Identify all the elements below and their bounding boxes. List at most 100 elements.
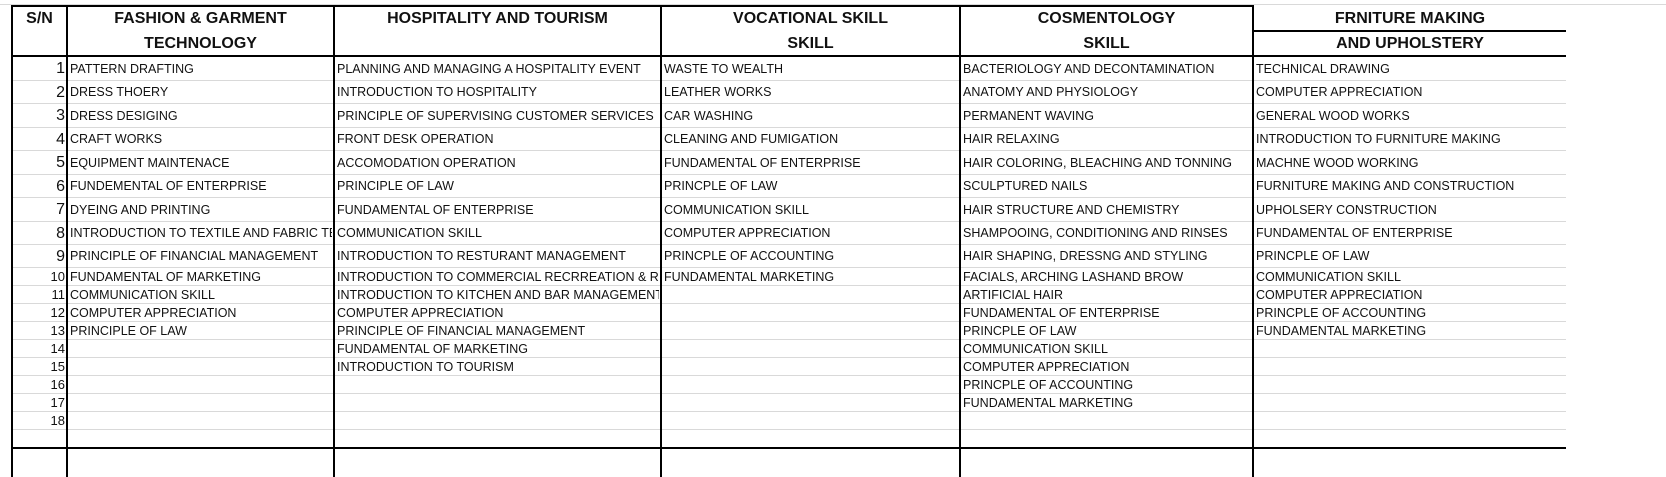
cosmetology-subject-cell: PERMANENT WAVING (963, 109, 1095, 123)
cosmetology-subject-cell: SHAMPOOING, CONDITIONING AND RINSES (963, 226, 1228, 240)
header-bottom-border (11, 55, 1566, 57)
header-vocational-line2: SKILL (787, 35, 834, 52)
hospitality-subject-cell: FUNDAMENTAL OF ENTERPRISE (337, 203, 534, 217)
serial-number-cell: 12 (50, 305, 65, 320)
cosmetology-subject-cell: FUNDAMENTAL MARKETING (963, 396, 1134, 410)
serial-number-cell: 14 (50, 341, 65, 356)
furniture-subject-cell: COMMUNICATION SKILL (1256, 270, 1401, 284)
row-gridline (11, 303, 1566, 304)
row-gridline (11, 221, 1566, 222)
header-cosmetology-line1: COSMENTOLOGY (1037, 10, 1176, 27)
hospitality-subject-cell: FUNDAMENTAL OF MARKETING (337, 342, 528, 356)
row-gridline (11, 393, 1566, 394)
serial-number-cell: 1 (56, 60, 65, 77)
serial-number-cell: 4 (56, 131, 65, 148)
serial-number-cell: 18 (50, 413, 65, 428)
hospitality-subject-cell: PRINCIPLE OF LAW (337, 179, 454, 193)
furniture-subject-cell: COMPUTER APPRECIATION (1256, 288, 1423, 302)
row-gridline (11, 80, 1566, 81)
serial-number-cell: 13 (50, 323, 65, 338)
serial-number-cell: 10 (50, 269, 65, 284)
fashion-subject-cell: DRESS THOERY (70, 85, 169, 99)
cosmetology-subject-cell: HAIR COLORING, BLEACHING AND TONNING (963, 156, 1233, 170)
row-gridline (11, 411, 1566, 412)
header-mid-border (1252, 30, 1566, 32)
cosmetology-subject-cell: PRINCPLE OF LAW (963, 324, 1077, 338)
header-cosmetology-line2: SKILL (1083, 35, 1130, 52)
serial-number-cell: 8 (56, 225, 65, 242)
column-border (66, 6, 68, 477)
serial-number-cell: 6 (56, 178, 65, 195)
vocational-subject-cell: LEATHER WORKS (664, 85, 772, 99)
column-border (11, 6, 13, 477)
cosmetology-subject-cell: BACTERIOLOGY AND DECONTAMINATION (963, 62, 1215, 76)
hospitality-subject-cell: INTRODUCTION TO RESTURANT MANAGEMENT (337, 249, 626, 263)
row-gridline (11, 339, 1566, 340)
furniture-subject-cell: TECHNICAL DRAWING (1256, 62, 1390, 76)
header-vocational-line1: VOCATIONAL SKILL (733, 10, 888, 27)
vocational-subject-cell: FUNDAMENTAL MARKETING (664, 270, 835, 284)
column-border (333, 6, 335, 477)
header-furniture-line1: FRNITURE MAKING (1334, 10, 1486, 27)
hospitality-subject-cell: PLANNING AND MANAGING A HOSPITALITY EVEN… (337, 62, 641, 76)
furniture-subject-cell: COMPUTER APPRECIATION (1256, 85, 1423, 99)
cosmetology-subject-cell: SCULPTURED NAILS (963, 179, 1088, 193)
row-gridline (11, 127, 1566, 128)
row-gridline (11, 267, 1566, 268)
hospitality-subject-cell: FRONT DESK OPERATION (337, 132, 494, 146)
furniture-subject-cell: GENERAL WOOD WORKS (1256, 109, 1410, 123)
hospitality-subject-cell: INTRODUCTION TO COMMERCIAL RECRREATION &… (337, 270, 659, 284)
fashion-subject-cell: CRAFT WORKS (70, 132, 163, 146)
serial-number-cell: 11 (51, 287, 66, 302)
vocational-subject-cell: COMPUTER APPRECIATION (664, 226, 831, 240)
cosmetology-subject-cell: COMPUTER APPRECIATION (963, 360, 1130, 374)
serial-number-cell: 15 (50, 359, 65, 374)
header-hospitality-line1: HOSPITALITY AND TOURISM (387, 10, 608, 27)
row-gridline (11, 174, 1566, 175)
hospitality-subject-cell: INTRODUCTION TO HOSPITALITY (337, 85, 538, 99)
cosmetology-subject-cell: HAIR RELAXING (963, 132, 1060, 146)
row-gridline (11, 375, 1566, 376)
fashion-subject-cell: PRINCIPLE OF FINANCIAL MANAGEMENT (70, 249, 319, 263)
fashion-subject-cell: COMPUTER APPRECIATION (70, 306, 237, 320)
row-gridline (11, 150, 1566, 151)
fashion-subject-cell: PRINCIPLE OF LAW (70, 324, 187, 338)
row-gridline (11, 197, 1566, 198)
row-gridline (11, 244, 1566, 245)
column-border (1252, 6, 1254, 477)
serial-number-cell: 3 (56, 107, 65, 124)
cosmetology-subject-cell: HAIR STRUCTURE AND CHEMISTRY (963, 203, 1180, 217)
vocational-subject-cell: WASTE TO WEALTH (664, 62, 783, 76)
cosmetology-subject-cell: ANATOMY AND PHYSIOLOGY (963, 85, 1139, 99)
vocational-subject-cell: CAR WASHING (664, 109, 754, 123)
header-fashion-line1: FASHION & GARMENT (114, 10, 287, 27)
furniture-subject-cell: FUNDAMENTAL MARKETING (1256, 324, 1427, 338)
fashion-subject-cell: INTRODUCTION TO TEXTILE AND FABRIC TECH. (70, 226, 332, 240)
fashion-subject-cell: PATTERN DRAFTING (70, 62, 194, 76)
hospitality-subject-cell: COMMUNICATION SKILL (337, 226, 482, 240)
serial-number-cell: 17 (50, 395, 65, 410)
vocational-subject-cell: PRINCPLE OF ACCOUNTING (664, 249, 835, 263)
hospitality-subject-cell: INTRODUCTION TO KITCHEN AND BAR MANAGEME… (337, 288, 659, 302)
fashion-subject-cell: DYEING AND PRINTING (70, 203, 211, 217)
cosmetology-subject-cell: FACIALS, ARCHING LASHAND BROW (963, 270, 1184, 284)
row-gridline (11, 103, 1566, 104)
vocational-subject-cell: FUNDAMENTAL OF ENTERPRISE (664, 156, 861, 170)
cosmetology-subject-cell: PRINCPLE OF ACCOUNTING (963, 378, 1134, 392)
cosmetology-subject-cell: HAIR SHAPING, DRESSNG AND STYLING (963, 249, 1208, 263)
hospitality-subject-cell: PRINCIPLE OF FINANCIAL MANAGEMENT (337, 324, 586, 338)
serial-number-cell: 9 (56, 248, 65, 265)
furniture-subject-cell: UPHOLSERY CONSTRUCTION (1256, 203, 1437, 217)
row-gridline (11, 321, 1566, 322)
hospitality-subject-cell: INTRODUCTION TO TOURISM (337, 360, 514, 374)
cosmetology-subject-cell: FUNDAMENTAL OF ENTERPRISE (963, 306, 1160, 320)
header-furniture-line2: AND UPHOLSTERY (1336, 35, 1484, 52)
cosmetology-subject-cell: COMMUNICATION SKILL (963, 342, 1108, 356)
row-gridline (11, 429, 1566, 430)
header-top-border (11, 5, 1254, 7)
furniture-subject-cell: FURNITURE MAKING AND CONSTRUCTION (1256, 179, 1515, 193)
column-border (959, 6, 961, 477)
furniture-subject-cell: PRINCPLE OF ACCOUNTING (1256, 306, 1427, 320)
furniture-subject-cell: INTRODUCTION TO FURNITURE MAKING (1256, 132, 1501, 146)
